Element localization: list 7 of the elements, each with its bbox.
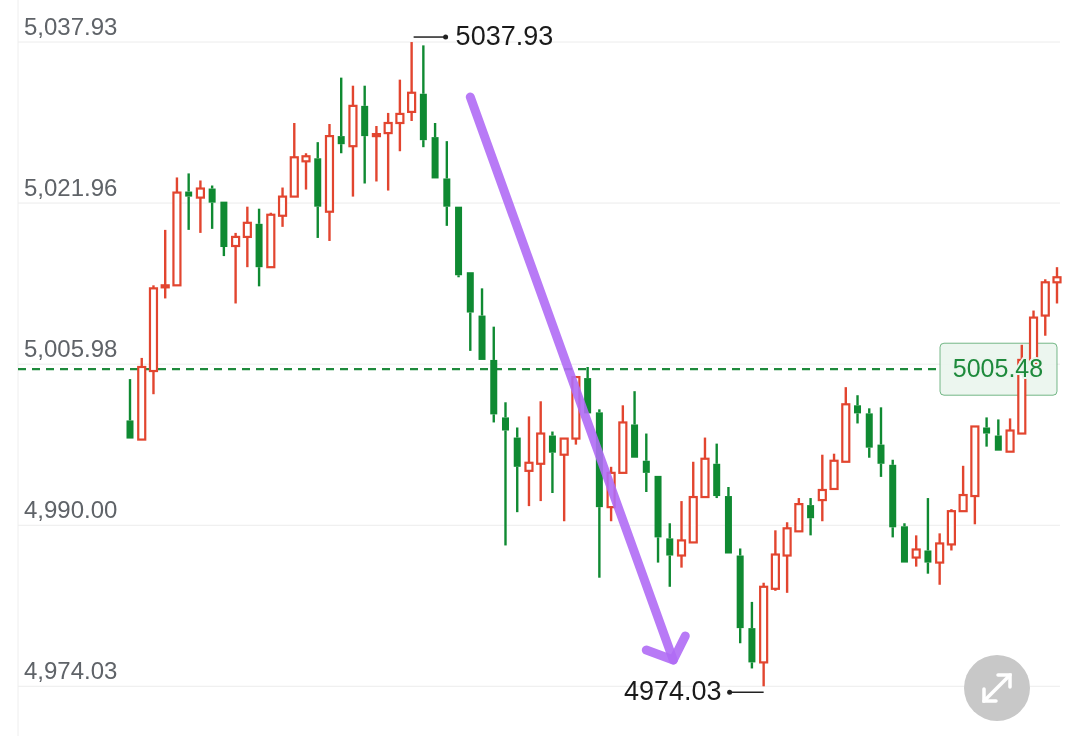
y-tick-label: 5,037.93 [24,13,118,41]
annotation: 4974.03 [624,676,722,707]
annotation: 5037.93 [455,21,554,52]
y-tick-label: 4,974.03 [24,657,118,685]
y-tick-label: 5,021.96 [24,174,118,202]
y-tick-label: 4,990.00 [24,496,118,524]
y-tick-label: 5,005.98 [24,335,118,363]
